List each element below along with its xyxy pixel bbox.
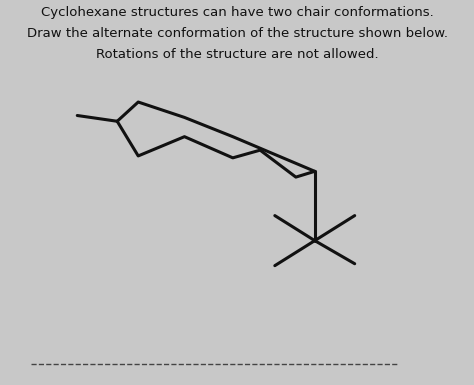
Text: Rotations of the structure are not allowed.: Rotations of the structure are not allow…	[96, 48, 378, 61]
Text: Cyclohexane structures can have two chair conformations.: Cyclohexane structures can have two chai…	[41, 6, 433, 19]
Text: Draw the alternate conformation of the structure shown below.: Draw the alternate conformation of the s…	[27, 27, 447, 40]
